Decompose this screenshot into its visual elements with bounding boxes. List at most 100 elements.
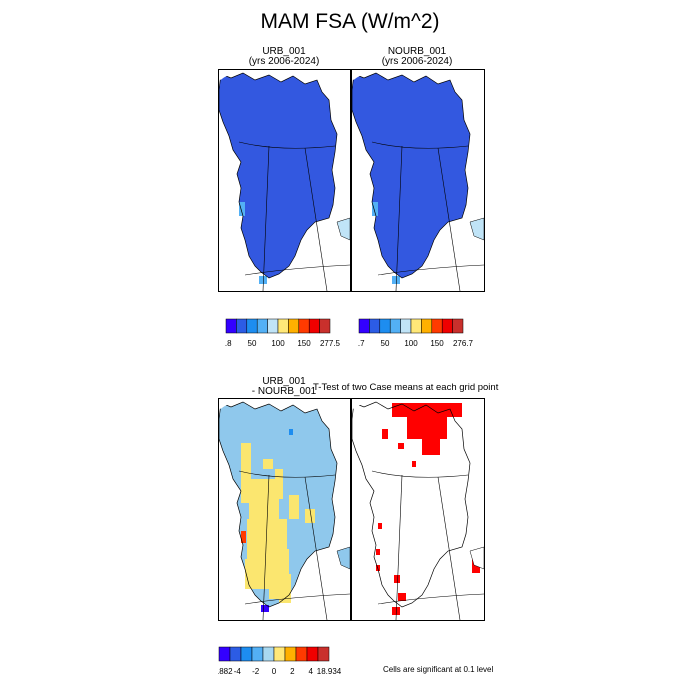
figure-title: MAM FSA (W/m^2) bbox=[260, 10, 440, 33]
land-fill bbox=[219, 73, 337, 278]
iceland-land bbox=[469, 546, 484, 570]
colorbar-tick-label: 150 bbox=[430, 339, 444, 348]
map-panel-diff bbox=[218, 398, 351, 621]
latitude-line bbox=[377, 593, 484, 605]
panel-title-diff-line2: - NOURB_001 bbox=[251, 386, 317, 397]
colorbar-tick-label: -18.882 bbox=[218, 667, 233, 676]
longitude-line bbox=[262, 145, 270, 291]
sea-ice-gap bbox=[352, 70, 369, 81]
colorbar-urb: 1.8 50 100 150 277.5 bbox=[220, 318, 345, 363]
colorbar-tick-label: 277.5 bbox=[320, 339, 341, 348]
colorbar-swatch bbox=[421, 318, 433, 334]
colorbar-swatch bbox=[229, 646, 242, 662]
colorbar-swatch bbox=[308, 318, 320, 334]
significant-cell bbox=[398, 443, 404, 449]
significant-cell bbox=[412, 461, 416, 467]
red-cell bbox=[241, 531, 246, 543]
coastline bbox=[352, 401, 471, 608]
land-fill bbox=[352, 73, 470, 278]
colorbar-swatch bbox=[262, 646, 275, 662]
colorbar-tick-label: -4 bbox=[234, 667, 242, 676]
longitude-line bbox=[395, 474, 403, 620]
map-diff bbox=[219, 399, 350, 620]
significant-cell bbox=[392, 403, 462, 417]
light-cell bbox=[392, 276, 400, 284]
significant-cell bbox=[392, 607, 400, 615]
sea-ice-gap bbox=[219, 70, 236, 81]
longitude-line bbox=[437, 476, 461, 620]
panel-title-urb-line2: (yrs 2006-2024) bbox=[248, 56, 320, 67]
colorbar-tick-label: -2 bbox=[252, 667, 260, 676]
colorbar-swatch bbox=[441, 318, 453, 334]
yellow-cell bbox=[263, 459, 273, 469]
panel-title-nourb-line1: NOURB_001 bbox=[387, 46, 447, 57]
longitude-line bbox=[304, 476, 328, 620]
colorbar-swatch bbox=[400, 318, 412, 334]
colorbar-swatch bbox=[295, 646, 308, 662]
map-panel-ttest bbox=[351, 398, 485, 621]
yellow-cell bbox=[241, 443, 251, 503]
colorbar-tick-label: 0 bbox=[272, 667, 277, 676]
latitude-line bbox=[371, 470, 469, 478]
latitude-line bbox=[238, 470, 336, 478]
panel-title-diff: URB_001 - NOURB_001 bbox=[219, 377, 349, 397]
colorbar-swatch bbox=[236, 318, 248, 334]
colorbar-tick-label: 1.8 bbox=[225, 339, 232, 348]
colorbar-swatch bbox=[358, 318, 370, 334]
blue-cell bbox=[289, 429, 293, 435]
colorbar-swatch bbox=[273, 646, 286, 662]
longitude-line bbox=[395, 145, 403, 291]
light-cell bbox=[239, 202, 245, 216]
latitude-line bbox=[238, 141, 336, 149]
sea-ice-gap bbox=[352, 399, 369, 410]
panel-title-urb: URB_001 (yrs 2006-2024) bbox=[219, 47, 349, 67]
blue-cell bbox=[261, 605, 269, 612]
iceland-land bbox=[336, 546, 350, 570]
colorbar-swatch bbox=[251, 646, 264, 662]
colorbar-swatch bbox=[369, 318, 381, 334]
colorbar-tick-label: 100 bbox=[404, 339, 418, 348]
panel-title-ttest: T-Test of two Case means at each grid po… bbox=[313, 383, 533, 393]
map-nourb bbox=[352, 70, 484, 291]
significant-cell bbox=[378, 523, 382, 529]
colorbar-swatch bbox=[256, 318, 268, 334]
colorbar-swatch bbox=[306, 646, 319, 662]
colorbar-swatch bbox=[284, 646, 297, 662]
colorbar-nourb-svg: 1.7 50 100 150 276.7 bbox=[353, 318, 474, 348]
colorbar-swatch bbox=[389, 318, 401, 334]
significant-cell bbox=[382, 429, 388, 439]
longitude-line bbox=[437, 147, 461, 291]
longitude-line bbox=[304, 147, 328, 291]
panel-title-diff-line1: URB_001 bbox=[262, 376, 306, 387]
map-ttest bbox=[352, 399, 484, 620]
colorbar-swatch bbox=[218, 646, 231, 662]
light-cell bbox=[259, 276, 267, 284]
coastline bbox=[219, 401, 338, 608]
map-urb bbox=[219, 70, 350, 291]
significant-cell bbox=[394, 575, 400, 583]
colorbar-swatch bbox=[452, 318, 464, 334]
significant-cell bbox=[376, 549, 380, 555]
colorbar-urb-svg: 1.8 50 100 150 277.5 bbox=[220, 318, 341, 348]
colorbar-tick-label: 18.934 bbox=[317, 667, 342, 676]
colorbar-swatch bbox=[240, 646, 253, 662]
colorbar-tick-label: 276.7 bbox=[453, 339, 474, 348]
yellow-cell bbox=[275, 469, 283, 499]
significance-note: Cells are significant at 0.1 level bbox=[383, 665, 494, 674]
iceland-land bbox=[469, 217, 484, 241]
yellow-cell bbox=[289, 495, 299, 519]
colorbar-swatch bbox=[317, 646, 330, 662]
colorbar-diff: -18.882-4 -2 0 2 4 18.934 bbox=[205, 646, 358, 691]
colorbar-swatch bbox=[379, 318, 391, 334]
panel-title-nourb-line2: (yrs 2006-2024) bbox=[381, 56, 453, 67]
light-cell bbox=[372, 202, 378, 216]
significant-cell bbox=[407, 417, 447, 439]
colorbar-tick-label: 4 bbox=[308, 667, 313, 676]
latitude-line bbox=[377, 264, 484, 276]
colorbar-swatch bbox=[277, 318, 289, 334]
significant-cell bbox=[398, 593, 406, 601]
coastline bbox=[352, 72, 471, 279]
colorbar-swatch bbox=[431, 318, 443, 334]
map-panel-urb bbox=[218, 69, 351, 292]
colorbar-swatch bbox=[288, 318, 300, 334]
